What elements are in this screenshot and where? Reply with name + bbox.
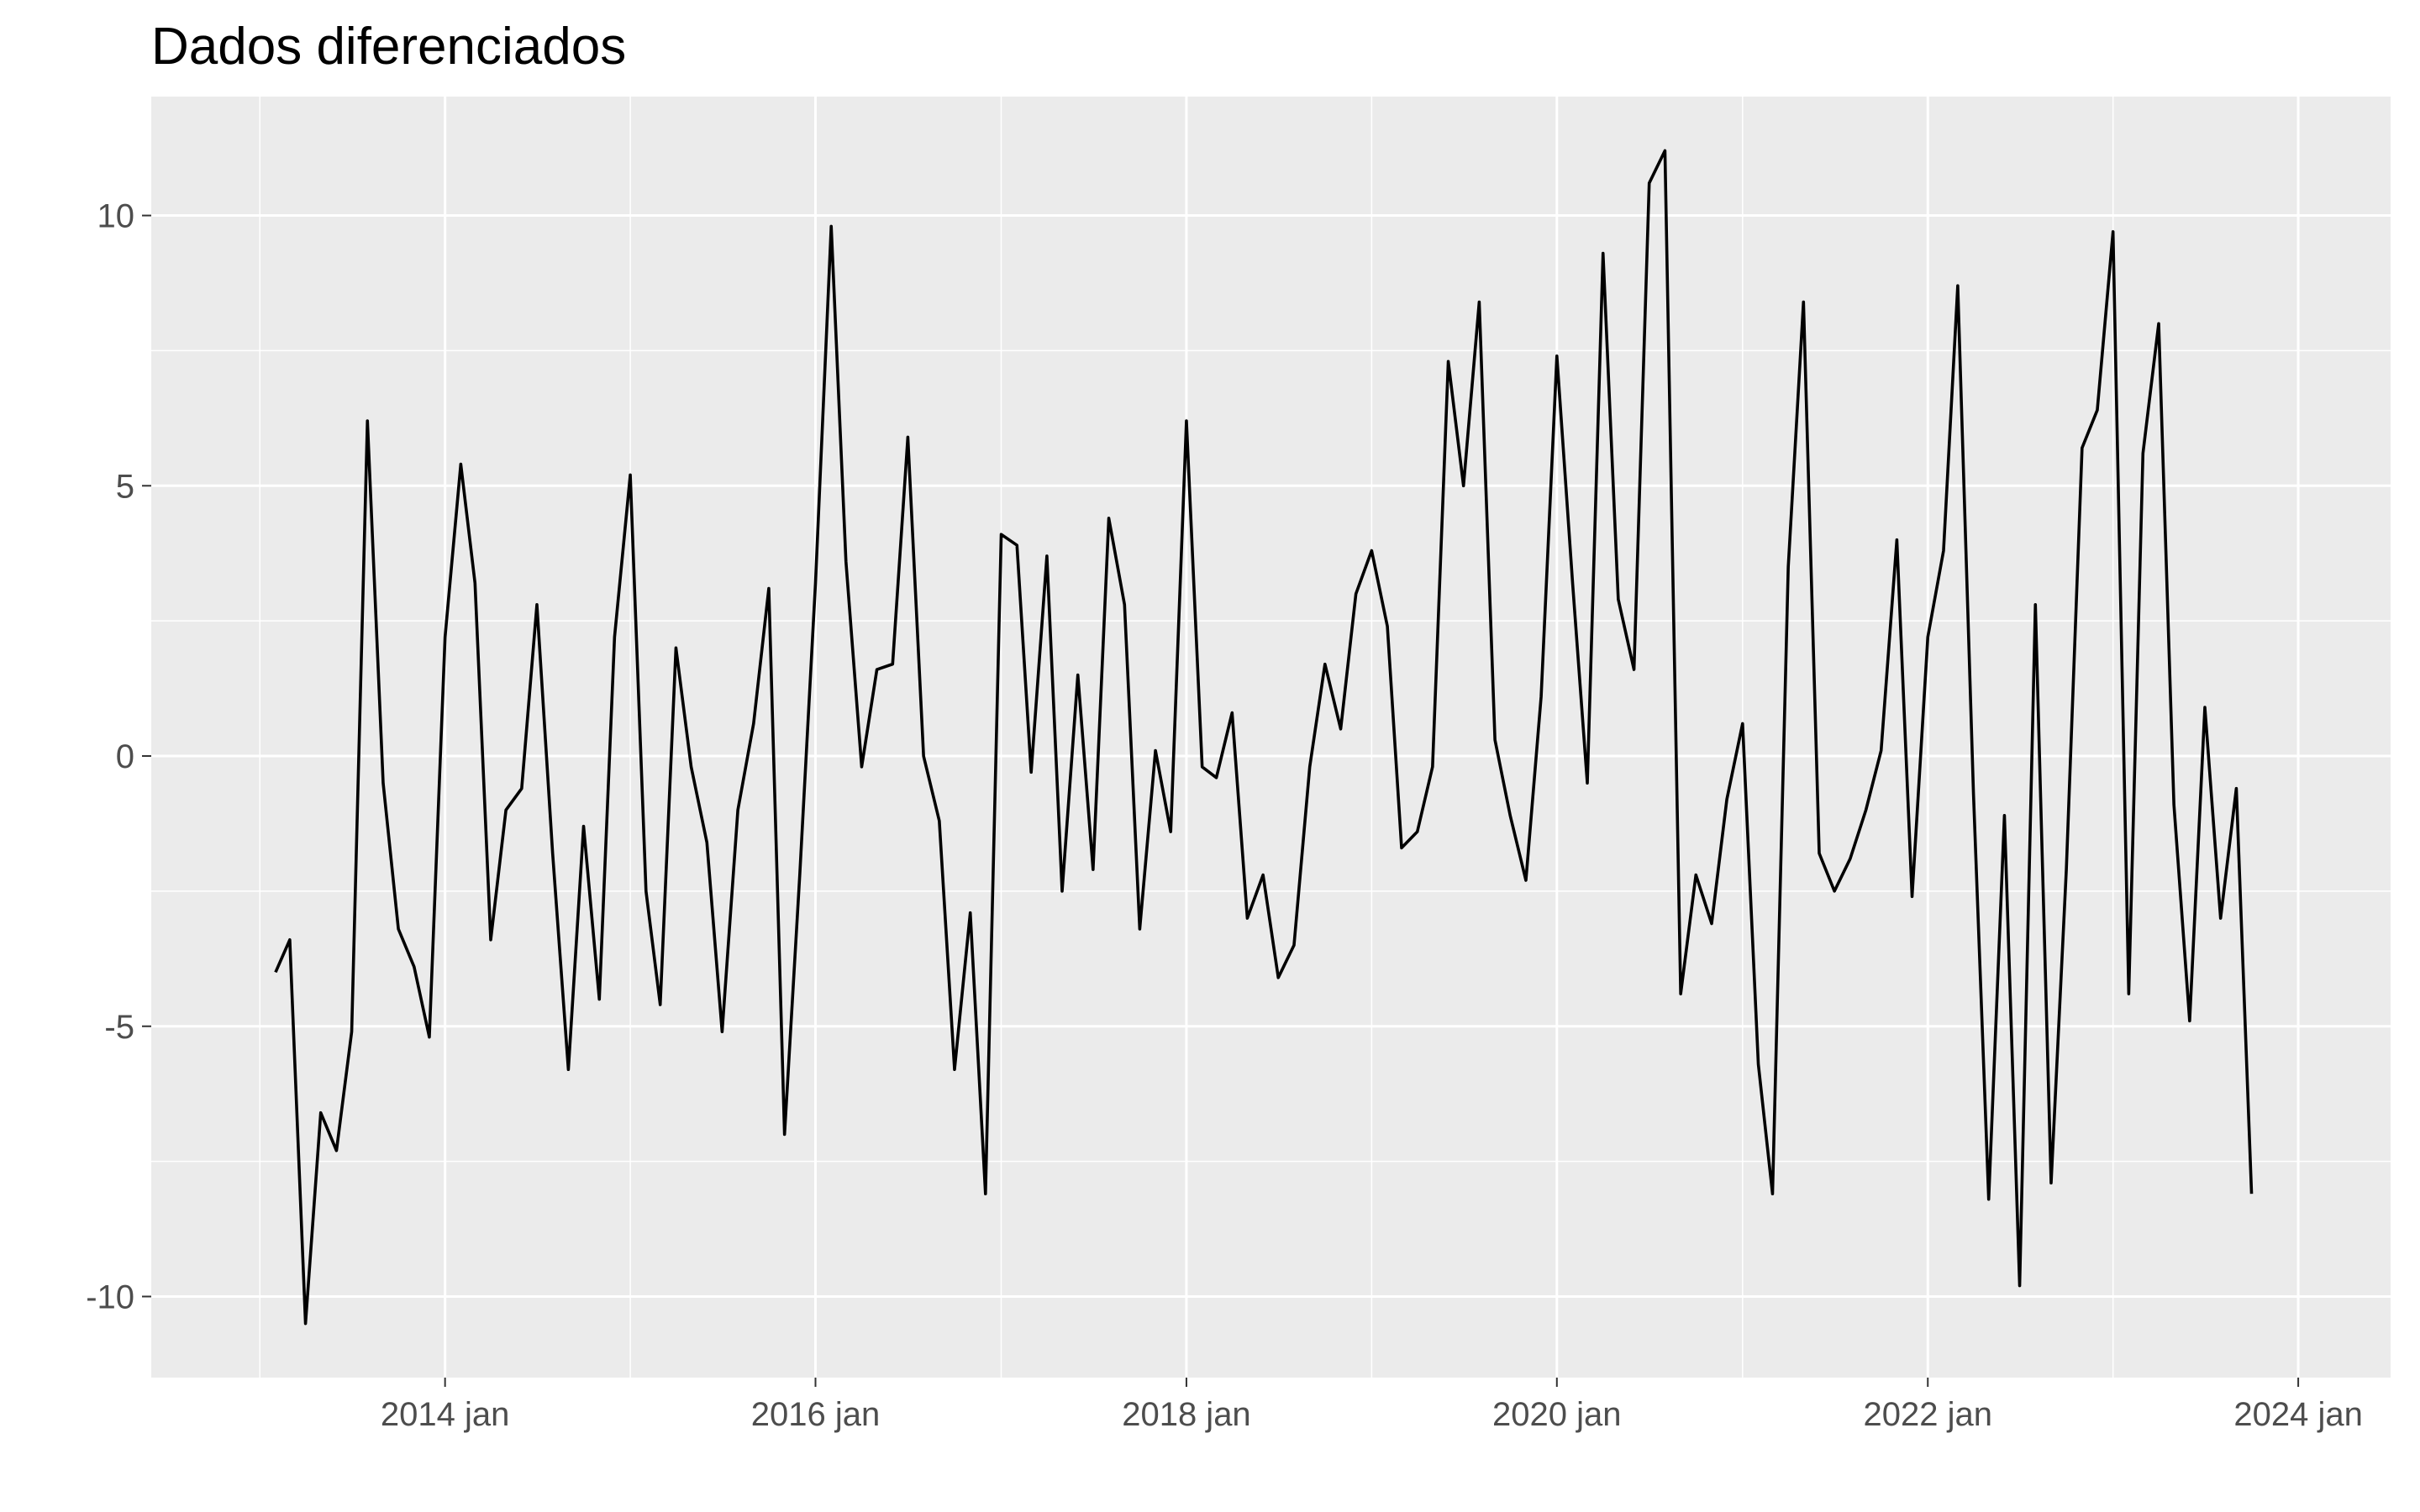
series-line bbox=[274, 149, 2254, 1326]
x-tick-label: 2020 jan bbox=[1492, 1396, 1621, 1433]
x-axis: 2014 jan 2016 jan 2018 jan 2020 jan 2022 jan… bbox=[381, 1378, 2363, 1433]
x-tick-label: 2014 jan bbox=[381, 1396, 509, 1433]
y-axis: -10 -5 0 5 10 bbox=[86, 198, 151, 1315]
series-layer bbox=[274, 149, 2254, 1326]
x-tick-label: 2018 jan bbox=[1122, 1396, 1250, 1433]
chart-title: Dados diferenciados bbox=[151, 18, 626, 76]
y-tick-label: -5 bbox=[104, 1009, 134, 1046]
x-tick-label: 2022 jan bbox=[1864, 1396, 1992, 1433]
y-tick-label: 10 bbox=[97, 198, 135, 235]
x-tick-label: 2016 jan bbox=[751, 1396, 880, 1433]
x-tick-label: 2024 jan bbox=[2233, 1396, 2362, 1433]
y-tick-label: 5 bbox=[116, 468, 134, 505]
plot-panel bbox=[151, 97, 2391, 1378]
y-tick-label: -10 bbox=[86, 1278, 134, 1315]
y-tick-label: 0 bbox=[116, 738, 134, 775]
